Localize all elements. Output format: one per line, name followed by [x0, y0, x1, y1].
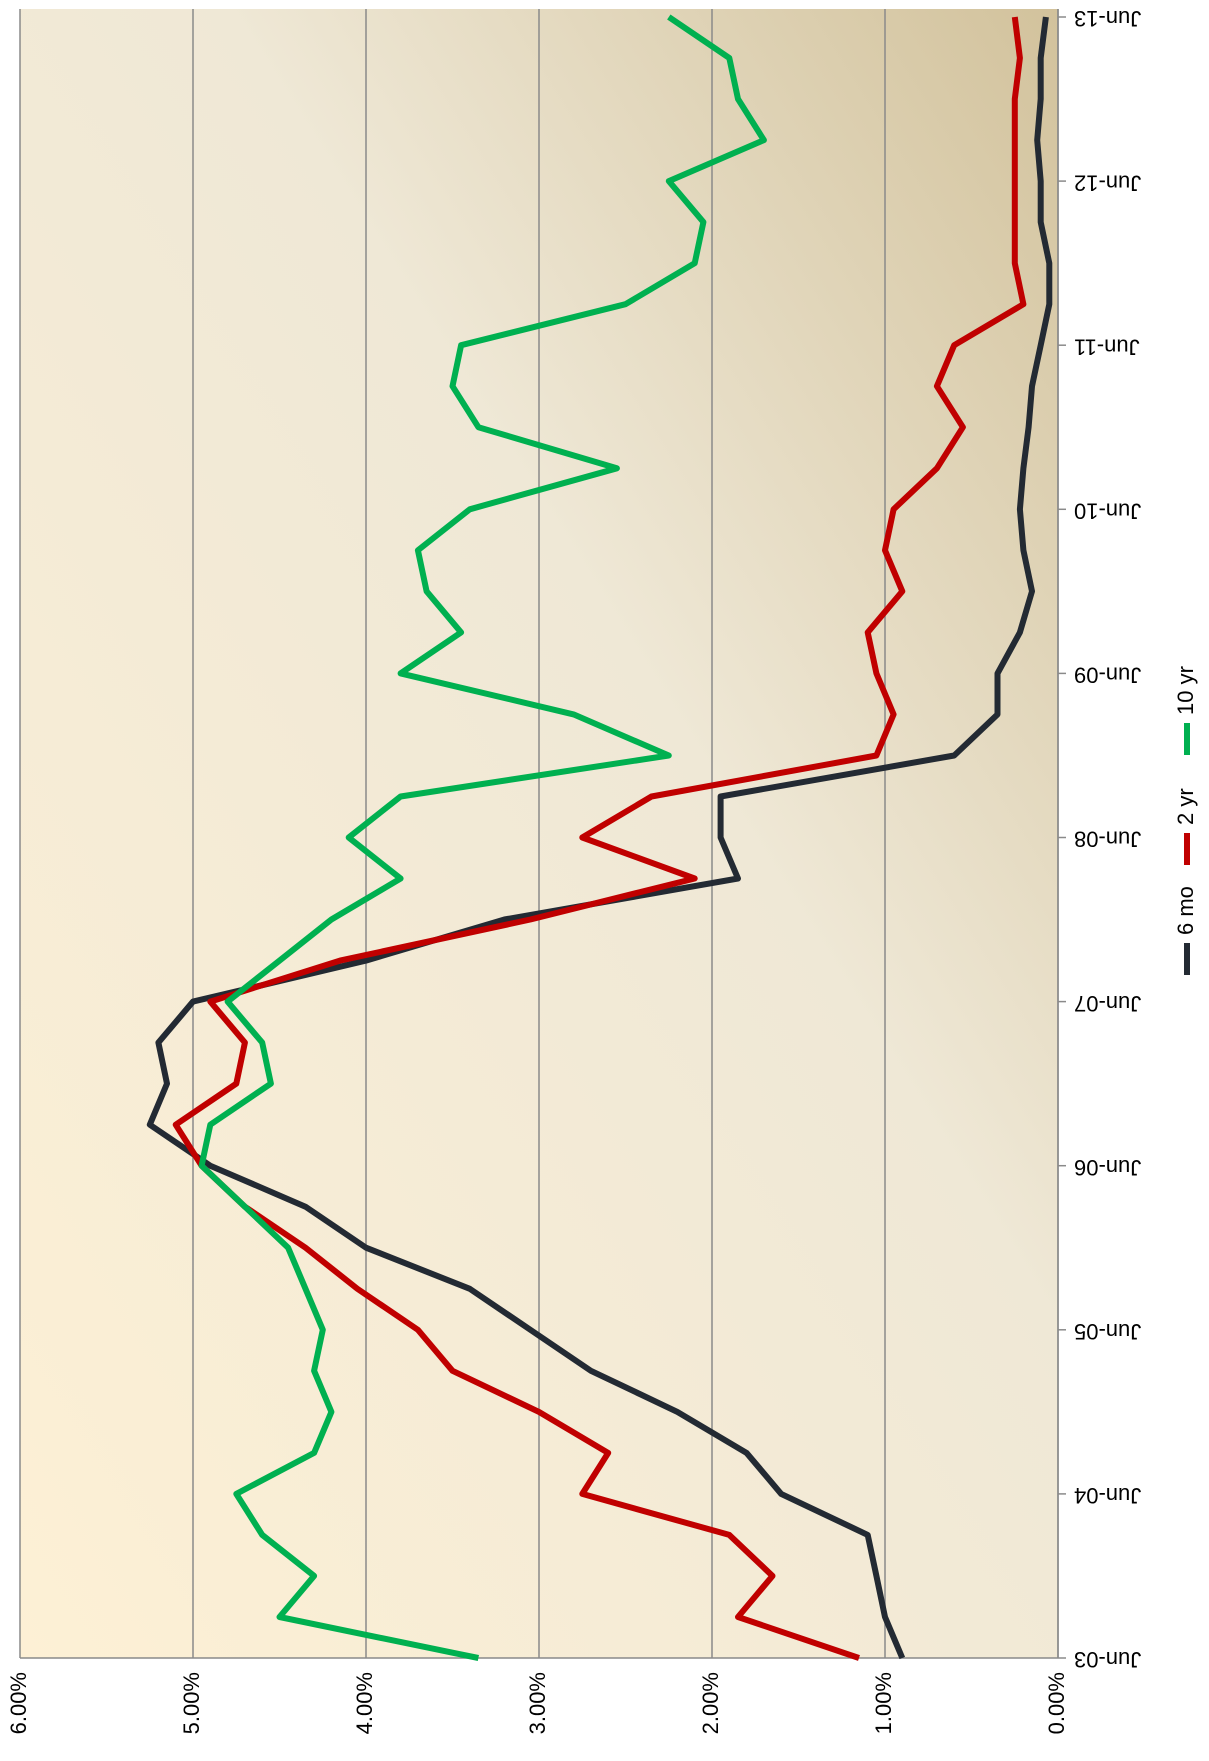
- x-tick-label: Jun-03: [1074, 1647, 1141, 1672]
- x-tick-label: Jun-13: [1074, 6, 1141, 31]
- y-tick-label: 2.00%: [698, 1672, 723, 1734]
- series-line: [146, 16, 1053, 1660]
- x-tick-label: Jun-10: [1074, 498, 1141, 523]
- legend-label: 2 yr: [1173, 788, 1198, 825]
- legend-label: 6 mo: [1173, 886, 1198, 935]
- y-tick-label: 3.00%: [525, 1672, 550, 1734]
- plot-group: 0.00% 1.00% 2.00% 3.00% 4.00% 5.00% 6.00% Jun-0…: [6, 6, 1198, 1734]
- x-tick-label: Jun-12: [1074, 170, 1141, 195]
- x-tick-label: Jun-05: [1074, 1319, 1141, 1344]
- x-tick-label: Jun-07: [1074, 991, 1141, 1016]
- y-tick-label: 5.00%: [179, 1672, 204, 1734]
- y-tick-label: 4.00%: [352, 1672, 377, 1734]
- x-tick-label: Jun-08: [1074, 827, 1141, 852]
- series-line: [172, 16, 1027, 1661]
- series-line: [198, 14, 767, 1661]
- x-tick-label: Jun-06: [1074, 1155, 1141, 1180]
- x-tick-label: Jun-09: [1074, 663, 1141, 688]
- legend-label: 10 yr: [1173, 666, 1198, 715]
- y-tick-label: 1.00%: [871, 1672, 896, 1734]
- x-tick-label: Jun-11: [1074, 334, 1140, 359]
- x-tick-label: Jun-04: [1074, 1483, 1141, 1508]
- y-tick-label: 0.00%: [1044, 1672, 1069, 1734]
- y-tick-label: 6.00%: [6, 1672, 31, 1734]
